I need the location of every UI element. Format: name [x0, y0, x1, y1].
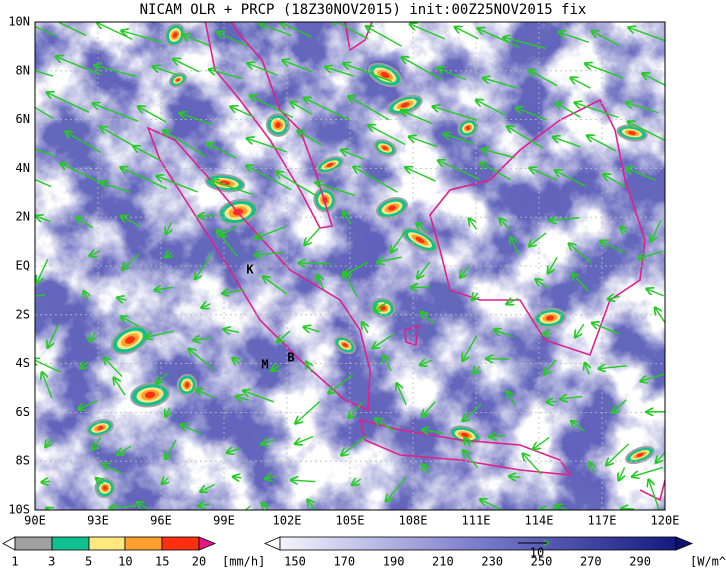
lat-label: 10N [8, 15, 30, 29]
olr-label: 290 [629, 555, 651, 569]
olr-colorbar: 10 [265, 537, 692, 560]
lon-label: 114E [525, 514, 554, 528]
lon-label: 99E [213, 514, 235, 528]
precip-unit: [mm/h] [222, 555, 265, 569]
lat-label: 4S [16, 356, 30, 370]
precip-label: 10 [118, 555, 132, 569]
lat-label: 8S [16, 454, 30, 468]
wind-arrow [198, 216, 214, 217]
lat-label: 6N [16, 112, 30, 126]
lat-label: 2N [16, 210, 30, 224]
wind-arrow [509, 476, 520, 477]
lat-label: 6S [16, 405, 30, 419]
precip-label: 20 [192, 555, 206, 569]
lon-label: 117E [588, 514, 617, 528]
olr-label: 210 [432, 555, 454, 569]
lat-label: 2S [16, 307, 30, 321]
lat-label: 10S [8, 503, 30, 517]
precip-label: 3 [48, 555, 55, 569]
lon-label: 111E [462, 514, 491, 528]
olr-label: 170 [333, 555, 355, 569]
place-label: K [246, 263, 254, 277]
lon-label: 96E [150, 514, 172, 528]
colorbar-labels: 1 3 5 10 15 20 [mm/h] 150 170 190 210 230 250 270 290 [… [11, 555, 726, 569]
map-title: NICAM OLR + PRCP (18Z30NOV2015) init:00Z… [140, 2, 587, 18]
olr-label: 190 [383, 555, 405, 569]
place-label: B [287, 351, 294, 365]
olr-unit: [W/m^2] [690, 555, 726, 569]
lon-label: 105E [336, 514, 365, 528]
wind-arrow [299, 263, 331, 264]
wind-arrow [547, 402, 557, 403]
lon-label: 102E [273, 514, 302, 528]
olr-label: 250 [531, 555, 553, 569]
precip-label: 5 [85, 555, 92, 569]
lat-label: EQ [16, 259, 30, 273]
olr-label: 270 [580, 555, 602, 569]
lon-label: 108E [399, 514, 428, 528]
wind-arrow [622, 508, 635, 509]
place-label: M [261, 358, 268, 372]
olr-label: 230 [481, 555, 503, 569]
lat-label: 8N [16, 63, 30, 77]
lat-label: 4N [16, 161, 30, 175]
lon-label: 120E [651, 514, 680, 528]
map-area [6, 14, 671, 539]
precip-label: 15 [155, 555, 169, 569]
precip-label: 1 [11, 555, 18, 569]
lon-label: 93E [87, 514, 109, 528]
olr-label: 150 [284, 555, 306, 569]
precip-colorbar [3, 537, 215, 550]
